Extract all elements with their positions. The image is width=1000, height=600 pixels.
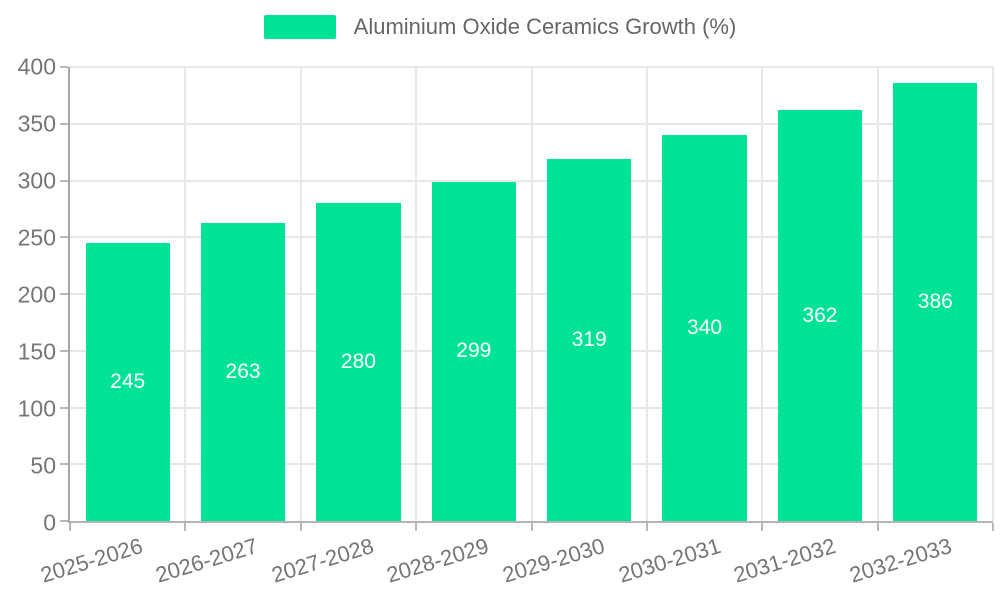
legend-label: Aluminium Oxide Ceramics Growth (%) [353,14,737,39]
y-axis: 0 50 100 150 200 250 300 350 400 [0,54,56,536]
y-axis-label: 0 [43,509,56,536]
y-axis-label: 150 [17,338,56,365]
x-axis-label: 2025-2026 [37,533,146,588]
bar-value-label: 245 [110,369,146,393]
x-axis-label: 2030-2031 [615,533,724,588]
x-axis-label: 2028-2029 [384,533,492,588]
y-axis-label: 50 [30,452,56,479]
y-axis-label: 400 [17,53,56,80]
bar-cell: 299 [416,67,531,521]
legend-swatch-icon [263,15,336,39]
y-axis-label: 300 [17,167,56,194]
y-axis-tick [60,236,68,239]
v-gridline [415,67,418,521]
bar-2032-2033[interactable]: 386 [893,82,978,521]
bar-cell: 319 [532,67,647,521]
v-gridline [761,67,764,521]
bar-2031-2032[interactable]: 362 [777,110,863,521]
y-axis-label: 100 [17,395,56,422]
bar-2029-2030[interactable]: 319 [547,158,632,521]
bar-value-label: 340 [687,316,723,340]
bar-value-label: 319 [571,327,607,351]
bars-container: 245 263 280 299 319 340 362 386 [70,67,993,521]
bar-2025-2026[interactable]: 245 [85,242,170,521]
y-axis-label: 350 [17,110,56,137]
x-axis-tick [69,523,71,531]
bar-cell: 245 [70,67,185,521]
bar-cell: 280 [301,67,416,521]
v-gridline [299,67,302,521]
x-axis-tick [876,523,879,531]
bar-2028-2029[interactable]: 299 [431,181,516,521]
x-axis-label: 2029-2030 [499,533,608,588]
y-axis-tick [60,122,68,125]
y-axis-tick [60,179,68,182]
bar-value-label: 362 [802,303,838,327]
y-axis-tick [60,66,68,68]
v-gridline [992,67,994,521]
v-gridline [876,67,879,521]
bar-cell: 263 [185,67,300,521]
x-axis-label: 2032-2033 [846,533,955,588]
x-axis-tick [299,523,302,531]
plot-area: 245 263 280 299 319 340 362 386 [60,66,994,531]
bar-value-label: 386 [917,289,953,313]
bar-cell: 340 [647,67,762,521]
y-axis-tick [60,463,68,466]
bar-2027-2028[interactable]: 280 [316,203,401,521]
bar-2026-2027[interactable]: 263 [200,222,286,521]
y-axis-tick [60,349,68,352]
x-axis-tick [530,523,533,531]
y-axis-tick [60,293,68,295]
x-axis-label: 2026-2027 [152,533,261,588]
y-axis-tick [60,520,68,522]
bar-value-label: 280 [340,350,376,374]
y-axis-label: 200 [17,281,56,308]
v-gridline [645,67,648,521]
x-axis-tick [415,523,418,531]
x-axis-tick [645,523,648,531]
bar-cell: 386 [878,67,993,521]
x-axis-label: 2027-2028 [268,533,377,588]
bar-value-label: 263 [225,359,261,383]
bar-2030-2031[interactable]: 340 [662,135,747,521]
legend-item[interactable]: Aluminium Oxide Ceramics Growth (%) [0,14,1000,40]
v-gridline [184,67,187,521]
v-gridline [530,67,533,521]
y-axis-tick [60,406,68,409]
x-axis-tick [992,523,994,531]
x-axis: 2025-2026 2026-2027 2027-2028 2028-2029 2029… [37,531,993,600]
x-axis-tick [761,523,764,531]
y-axis-label: 250 [17,224,56,251]
bar-value-label: 299 [456,339,492,363]
bar-cell: 362 [762,67,877,521]
x-axis-tick [184,523,187,531]
x-axis-label: 2031-2032 [730,533,839,588]
